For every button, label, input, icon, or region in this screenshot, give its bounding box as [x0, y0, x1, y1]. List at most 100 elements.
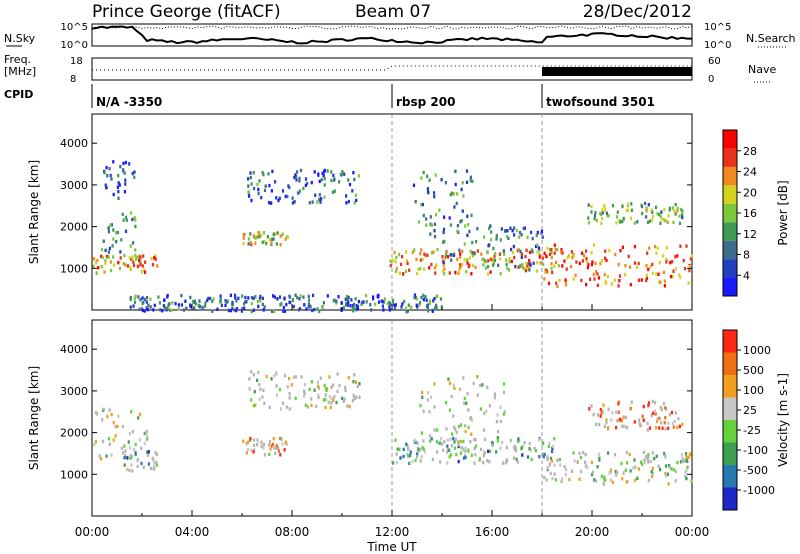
range-cell: [429, 439, 432, 443]
range-cell: [673, 209, 676, 213]
range-cell: [533, 446, 536, 451]
range-cell: [252, 296, 255, 301]
range-cell: [264, 184, 267, 188]
range-cell: [607, 451, 610, 455]
range-cell: [204, 301, 207, 305]
range-cell: [355, 380, 358, 384]
range-cell: [377, 300, 381, 304]
range-cell: [122, 161, 125, 166]
range-cell: [249, 175, 252, 180]
range-cell: [315, 404, 318, 408]
range-cell: [651, 215, 655, 219]
range-cell: [256, 438, 259, 443]
range-cell: [262, 308, 265, 312]
range-cell: [440, 442, 444, 446]
range-cell: [352, 171, 355, 175]
range-cell: [316, 307, 319, 311]
range-cell: [508, 256, 511, 261]
range-cell: [229, 308, 233, 313]
range-cell: [629, 407, 632, 411]
range-cell: [459, 220, 462, 224]
range-cell: [488, 226, 491, 231]
range-cell: [597, 276, 601, 280]
range-cell: [605, 421, 608, 425]
freq-label-line1: Freq.: [4, 53, 31, 66]
range-cell: [550, 251, 553, 255]
range-cell: [138, 258, 141, 262]
range-cell: [420, 455, 423, 459]
range-cell: [114, 231, 118, 235]
range-cell: [110, 223, 114, 227]
range-cell: [423, 252, 426, 256]
range-cell: [409, 453, 412, 458]
range-cell: [129, 244, 132, 248]
range-cell: [556, 458, 559, 462]
range-cell: [279, 407, 283, 411]
colorbar-swatch: [723, 277, 737, 296]
range-cell: [511, 229, 514, 233]
range-cell: [499, 238, 502, 242]
range-cell: [480, 252, 483, 256]
range-cell: [650, 218, 653, 222]
range-cell: [112, 421, 115, 425]
range-cell: [365, 293, 368, 298]
range-cell: [599, 261, 602, 266]
range-cell: [517, 265, 520, 269]
range-cell: [601, 211, 604, 215]
range-cell: [128, 162, 131, 166]
range-cell: [330, 397, 333, 401]
range-cell: [189, 295, 192, 300]
range-cell: [273, 295, 276, 299]
range-cell: [110, 268, 113, 273]
range-cell: [129, 211, 133, 215]
range-cell: [657, 464, 660, 468]
range-cell: [581, 259, 584, 263]
range-cell: [690, 479, 693, 483]
range-cell: [642, 418, 645, 422]
range-cell: [613, 278, 616, 282]
range-cell: [427, 309, 430, 313]
range-cell: [441, 255, 444, 259]
range-cell: [319, 200, 322, 204]
range-cell: [570, 264, 573, 269]
range-cell: [502, 461, 505, 465]
range-cell: [532, 261, 535, 265]
range-cell: [273, 309, 276, 314]
range-cell: [663, 207, 666, 212]
range-cell: [250, 301, 253, 306]
range-cell: [543, 475, 546, 480]
range-cell: [149, 305, 152, 309]
range-cell: [137, 416, 140, 420]
range-cell: [271, 169, 274, 174]
range-cell: [682, 258, 685, 263]
range-cell: [104, 248, 107, 253]
range-cell: [531, 250, 534, 254]
range-cell: [211, 299, 214, 303]
range-cell: [454, 169, 457, 173]
range-cell: [417, 447, 420, 451]
range-cell: [275, 446, 278, 450]
range-cell: [117, 181, 120, 185]
range-cell: [662, 270, 666, 275]
range-cell: [406, 309, 409, 313]
range-cell: [524, 268, 528, 273]
range-cell: [671, 421, 674, 425]
station-title: Prince George (fitACF): [92, 2, 281, 22]
range-cell: [487, 244, 490, 248]
range-cell: [634, 478, 637, 482]
range-cell: [442, 240, 445, 244]
range-cell: [297, 308, 300, 312]
range-cell: [145, 429, 149, 434]
range-cell: [117, 189, 120, 194]
range-cell: [681, 457, 684, 461]
range-cell: [454, 182, 457, 187]
range-cell: [247, 237, 250, 241]
range-cell: [625, 480, 628, 484]
range-cell: [580, 469, 583, 474]
range-cell: [591, 260, 594, 264]
range-cell: [671, 206, 674, 210]
range-cell: [381, 304, 384, 308]
range-cell: [607, 426, 610, 430]
range-cell: [435, 303, 438, 308]
